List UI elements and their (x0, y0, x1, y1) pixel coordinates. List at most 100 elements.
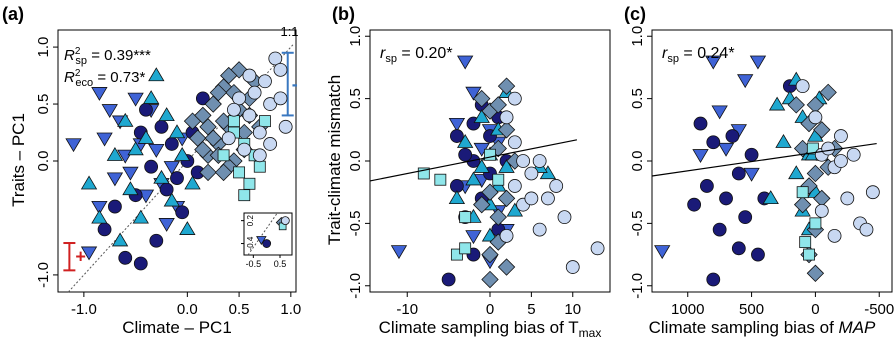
point-b-circle_light-11 (557, 210, 572, 225)
point-b-circle_dark-13 (458, 147, 473, 162)
y-tick-label-c-3: 0.5 (629, 88, 646, 109)
rsp-value-c: = 0.24* (679, 45, 735, 62)
point-b-diamond-12 (489, 96, 507, 114)
point-a-circle_light-7 (268, 51, 283, 66)
fit-line-b (369, 139, 578, 182)
point-b-triangle_up-12 (465, 171, 482, 186)
point-a-circle_dark-17 (195, 91, 210, 106)
r2-sub-sp: sp (75, 55, 87, 67)
x-tick-label-b-1: 0 (486, 301, 494, 318)
point-b-diamond-10 (497, 258, 516, 276)
point-b-circle_light-0 (499, 110, 514, 125)
point-b-triangle_down-1 (448, 117, 466, 132)
r2-sup-eco: 2 (75, 68, 81, 79)
annotations-a: 1:1R2 sp = 0.39***R2 eco = 0.73*+- (63, 24, 299, 293)
point-a-circle_light-12 (263, 137, 278, 151)
point-a-diamond-27 (220, 66, 238, 85)
point-a-triangle_down-0 (65, 138, 82, 153)
point-b-diamond-6 (497, 189, 516, 208)
x-axis-label-c: Climate sampling bias of MAP (649, 318, 876, 337)
point-b-circle_light-8 (532, 222, 547, 237)
axes-a: -1.0 0.0 0.5 1.0 -1.0 0.0 0.5 1.0 (35, 37, 301, 318)
point-a-triangle_up-12 (173, 147, 191, 161)
point-a-triangle_up-10 (163, 192, 181, 207)
point-c-circle_dark-0 (693, 116, 708, 131)
point-b-diamond-11 (481, 270, 499, 289)
point-b-triangle_up-0 (448, 190, 466, 205)
point-c-circle_dark-9 (751, 247, 765, 262)
point-a-triangle_up-2 (122, 181, 139, 196)
point-a-triangle_up-15 (91, 209, 108, 224)
point-a-square-0 (217, 149, 230, 162)
point-b-circle_light-3 (516, 154, 531, 168)
point-c-triangle_up-1 (768, 96, 786, 111)
rsp-value-b: = 0.20* (397, 45, 453, 62)
point-c-circle_light-9 (859, 222, 874, 237)
point-a-triangle_down-15 (163, 161, 181, 175)
point-a-triangle_down-19 (91, 200, 108, 215)
point-a-circle_dark-8 (164, 137, 179, 151)
point-b-triangle_down-2 (456, 55, 474, 70)
panel-label-a: (a) (2, 4, 24, 24)
point-a-square-8 (238, 189, 251, 202)
point-b-circle_dark-1 (449, 129, 464, 143)
point-c-triangle_down-0 (654, 245, 671, 260)
point-c-circle_dark-5 (725, 129, 740, 143)
point-a-circle_light-3 (247, 85, 262, 100)
x-tick-label-a-2: 0.5 (229, 301, 250, 318)
point-a-circle_light-10 (237, 142, 252, 157)
point-c-circle_dark-4 (719, 191, 733, 206)
point-b-diamond-4 (489, 208, 507, 226)
point-b-circle_light-13 (590, 241, 605, 256)
point-b-square-3 (450, 248, 463, 261)
one-to-one-label: 1:1 (280, 24, 298, 39)
point-c-triangle_down-5 (737, 74, 754, 89)
panel-label-c: (c) (624, 4, 646, 24)
y-tick-label-a-3: 1.0 (35, 37, 52, 58)
scatter-points-a (65, 51, 293, 271)
x-tick-label-b-2: 5 (527, 301, 535, 318)
point-c-square-5 (806, 142, 819, 155)
inset-y-tick-label-1: 0.2 (246, 215, 255, 227)
point-c-diamond-5 (819, 83, 837, 102)
x-tick-label-c-1: 500 (739, 301, 764, 318)
point-a-diamond-26 (214, 163, 233, 182)
point-c-square-0 (796, 186, 809, 199)
panel-a: (a) 1:1R2 sp = 0.39***R2 eco = 0.73*+- -1.… (2, 4, 301, 337)
inset-point-circle_dark-1 (262, 239, 272, 248)
point-c-triangle_down-7 (749, 55, 767, 70)
point-a-circle_light-15 (273, 62, 288, 77)
y-axis-label-b: Trait-climate mismatch (325, 75, 344, 245)
point-a-triangle_up-8 (153, 169, 170, 184)
x-tick-label-c-2: 0 (811, 301, 819, 318)
point-c-triangle_down-2 (711, 105, 728, 120)
point-c-circle_dark-6 (731, 166, 746, 181)
y-tick-label-b-4: 1.0 (347, 26, 364, 47)
point-a-circle_dark-6 (154, 119, 169, 134)
point-c-circle_dark-12 (687, 197, 702, 212)
point-b-circle_dark-0 (441, 272, 456, 287)
point-b-diamond-0 (473, 89, 491, 108)
point-b-square-6 (484, 148, 496, 161)
point-b-diamond-5 (497, 121, 516, 139)
y-tick-label-c-1: -0.5 (629, 210, 646, 236)
point-a-square-4 (243, 177, 256, 190)
point-c-triangle_down-6 (743, 167, 760, 182)
point-a-triangle_down-12 (148, 144, 165, 158)
point-b-square-1 (434, 173, 447, 186)
point-a-triangle_up-11 (168, 124, 186, 139)
point-a-triangle_up-17 (111, 232, 129, 247)
plus-sign: + (75, 247, 86, 267)
point-c-circle_dark-8 (744, 147, 759, 162)
point-a-triangle_down-1 (91, 87, 108, 101)
point-a-triangle_up-3 (127, 141, 144, 156)
y-tick-label-b-1: -0.5 (347, 210, 364, 236)
y-tick-label-a-0: -1.0 (35, 262, 52, 288)
point-a-circle_light-13 (242, 68, 257, 83)
point-a-triangle_up-1 (117, 112, 134, 127)
point-a-circle_dark-9 (170, 171, 184, 185)
point-b-triangle_up-13 (481, 227, 499, 242)
point-a-circle_light-11 (252, 148, 267, 163)
point-a-circle_light-8 (273, 91, 288, 106)
